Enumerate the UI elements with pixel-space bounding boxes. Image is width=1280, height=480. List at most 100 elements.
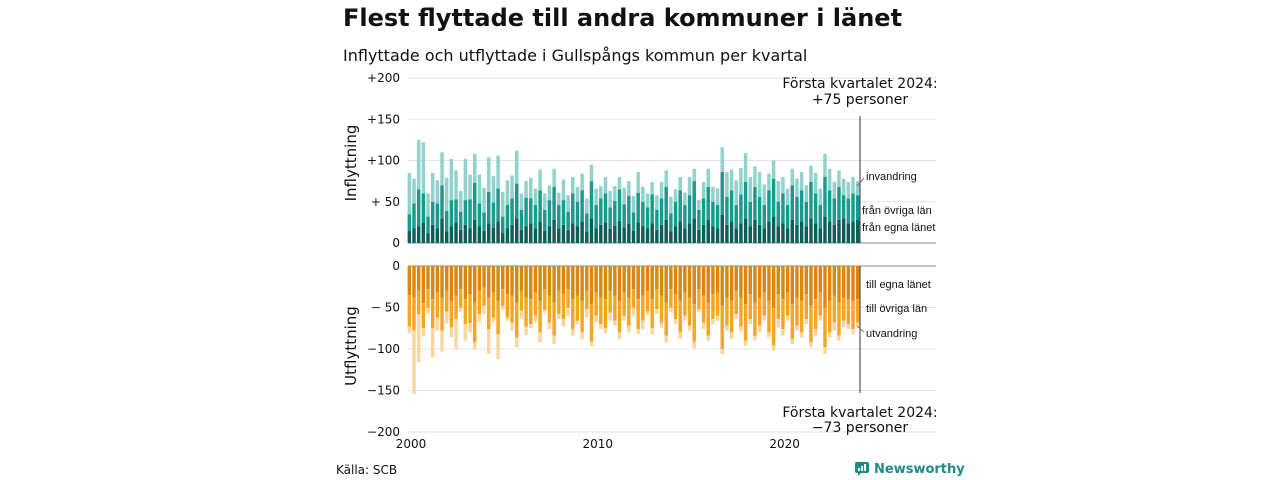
outflow-bar-emigration — [799, 332, 804, 338]
outflow-bar-emigration — [538, 332, 542, 343]
outflow-bar-to-own-region — [435, 266, 440, 293]
inflow-bar-from-other-regions — [603, 193, 608, 223]
inflow-bar-immigration — [720, 147, 724, 173]
outflow-bar-emigration — [720, 349, 724, 354]
inflow-bar-from-own-region — [468, 228, 472, 243]
inflow-bar-immigration — [715, 188, 720, 206]
outflow-bar-to-own-region — [529, 266, 533, 300]
outflow-bar-to-other-regions — [715, 292, 720, 316]
outflow-bar-emigration — [486, 329, 491, 354]
outflow-bar-to-other-regions — [771, 307, 776, 346]
inflow-bar-immigration — [771, 160, 776, 179]
outflow-bar-to-own-region — [673, 266, 678, 295]
inflow-bar-from-own-region — [416, 226, 421, 243]
inflow-bar-from-own-region — [477, 226, 482, 243]
outflow-bar-to-other-regions — [519, 290, 524, 311]
outflow-bar-to-own-region — [804, 266, 809, 295]
inflow-bar-from-other-regions — [645, 207, 650, 229]
outflow-bar-emigration — [725, 325, 729, 331]
inflow-bar-immigration — [790, 168, 795, 186]
inflow-bar-from-other-regions — [477, 203, 482, 227]
outflow-bar-emigration — [468, 323, 472, 333]
inflow-bar-from-other-regions — [496, 188, 500, 222]
outflow-bar-emigration — [785, 315, 790, 321]
outflow-bar-to-own-region — [533, 266, 538, 293]
inflow-bar-from-other-regions — [468, 199, 472, 229]
outflow-bar-emigration — [599, 324, 603, 330]
outflow-bar-to-own-region — [538, 266, 542, 301]
outflow-bar-to-other-regions — [608, 290, 612, 313]
outflow-bar-to-own-region — [505, 266, 510, 295]
inflow-bar-from-other-regions — [790, 185, 795, 220]
inflow-bar-from-other-regions — [426, 216, 430, 234]
inflow-bar-from-own-region — [771, 216, 776, 243]
outflow-bar-emigration — [641, 320, 645, 330]
outflow-bar-emigration — [851, 329, 855, 335]
inflow-bar-immigration — [841, 178, 846, 196]
inflow-bar-from-other-regions — [407, 214, 412, 231]
outflow-bar-to-own-region — [753, 266, 757, 303]
outflow-bar-to-other-regions — [407, 295, 412, 327]
inflow-bar-immigration — [753, 166, 757, 187]
inflow-bar-immigration — [421, 142, 426, 194]
outflow-bar-to-other-regions — [561, 294, 566, 320]
outflow-bar-to-other-regions — [804, 294, 809, 320]
outflow-bar-to-own-region — [416, 266, 421, 291]
outflow-bar-emigration — [757, 325, 762, 333]
inflow-bar-immigration — [566, 195, 570, 212]
inflow-bar-from-own-region — [557, 228, 561, 243]
inflow-bar-from-other-regions — [529, 198, 533, 224]
outflow-bar-to-other-regions — [753, 302, 757, 336]
inflow-bar-from-own-region — [613, 225, 617, 243]
outflow-bar-to-own-region — [767, 266, 771, 301]
inflow-bar-immigration — [739, 167, 743, 195]
outflow-bar-to-own-region — [818, 266, 823, 293]
outflow-bar-emigration — [837, 335, 841, 341]
inflow-bar-from-own-region — [837, 219, 841, 243]
inflow-bar-from-other-regions — [622, 204, 626, 228]
outflow-bar-to-other-regions — [757, 297, 762, 326]
inflow-bar-immigration — [412, 178, 416, 204]
newsworthy-logo-icon — [855, 462, 869, 476]
inflow-bar-from-other-regions — [678, 190, 682, 222]
outflow-bar-to-other-regions — [486, 297, 491, 330]
outflow-bar-emigration — [706, 335, 710, 341]
outflow-bar-emigration — [767, 332, 771, 338]
outflow-bar-emigration — [552, 335, 556, 345]
inflow-annotation: Första kvartalet 2024: — [782, 76, 937, 92]
outflow-bar-to-other-regions — [813, 299, 818, 330]
outflow-bar-to-own-region — [547, 266, 552, 296]
inflow-bar-from-own-region — [631, 230, 636, 243]
inflow-bar-from-own-region — [781, 223, 785, 243]
outflow-bar-emigration — [472, 342, 477, 349]
inflow-bar-immigration — [692, 168, 696, 182]
outflow-bar-to-own-region — [659, 266, 664, 296]
outflow-bar-to-own-region — [617, 266, 622, 301]
outflow-bar-to-other-regions — [454, 295, 458, 320]
outflow-bar-emigration — [678, 332, 682, 340]
outflow-bar-emigration — [818, 315, 823, 321]
inflow-bar-from-other-regions — [855, 195, 860, 220]
outflow-bar-to-own-region — [421, 266, 426, 304]
outflow-bar-to-own-region — [715, 266, 720, 293]
inflow-legend-label: från egna länet — [862, 222, 935, 234]
inflow-bar-immigration — [855, 181, 860, 196]
outflow-bar-to-other-regions — [547, 295, 552, 323]
outflow-bar-emigration — [683, 315, 687, 321]
inflow-bar-immigration — [524, 181, 528, 198]
inflow-bar-from-own-region — [813, 223, 818, 243]
inflow-bar-immigration — [594, 188, 598, 206]
inflow-bar-immigration — [547, 185, 552, 201]
outflow-bar-to-own-region — [799, 266, 804, 301]
inflow-bar-immigration — [533, 188, 538, 206]
inflow-bar-from-other-regions — [729, 190, 734, 222]
inflow-bar-from-own-region — [645, 228, 650, 243]
outflow-bar-to-own-region — [762, 266, 766, 293]
outflow-bar-to-other-regions — [589, 304, 594, 342]
inflow-bar-immigration — [734, 180, 738, 206]
outflow-bar-emigration — [589, 341, 594, 347]
outflow-bar-to-own-region — [636, 266, 640, 300]
chart-title: Flest flyttade till andra kommuner i län… — [343, 4, 903, 32]
outflow-bar-to-other-regions — [729, 300, 734, 333]
inflow-bar-immigration — [482, 187, 486, 213]
